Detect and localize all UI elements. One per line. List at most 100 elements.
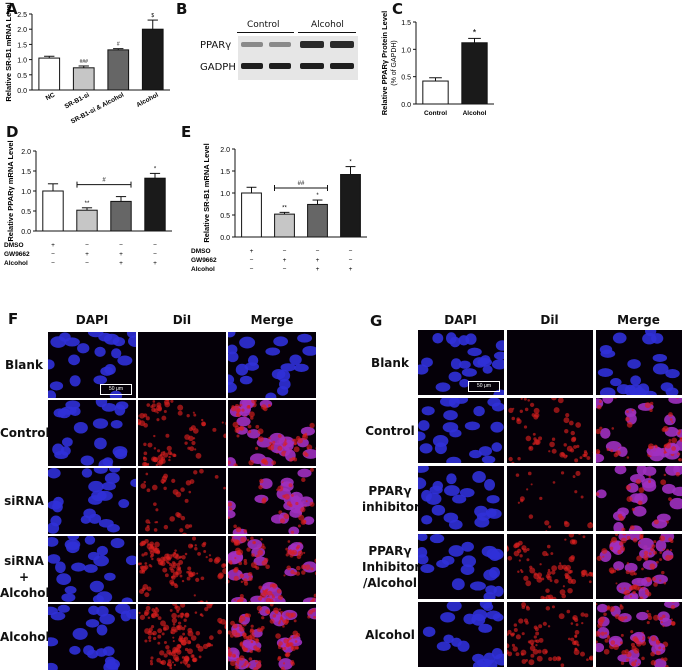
- g-image-dil: [507, 330, 593, 395]
- f-image-merge: [228, 604, 316, 670]
- chart-a: 0.0 0.5 1.0 1.5 2.0 2.5 Relative SR-B1 mRNA Le…: [4, 2, 170, 125]
- g-row-label: Control: [362, 423, 418, 439]
- g-row-label: PPARγ Inhibitor/Alcohol: [362, 543, 420, 591]
- f-image-dapi: [48, 332, 136, 398]
- treatment-mark: +: [153, 260, 157, 267]
- treatment-mark: −: [283, 266, 287, 273]
- treatment-mark: −: [153, 242, 157, 249]
- y-tick-label: 1.0: [220, 191, 230, 198]
- y-axis-subtitle: (% of GAPDH): [391, 40, 398, 86]
- f-image-merge: [228, 468, 316, 534]
- y-tick-label: 2.0: [17, 27, 27, 34]
- significance-label: **: [85, 201, 90, 207]
- significance-label: *: [154, 166, 157, 172]
- x-tick-label: Control: [424, 110, 447, 117]
- y-tick-label: 2.5: [17, 12, 27, 19]
- blot-bracket-control: [237, 32, 294, 33]
- g-row-label-line: PPARγ: [368, 483, 412, 498]
- chart-d: 0.0 0.5 1.0 1.5 2.0 Relative PPARγ mRNA Level…: [4, 140, 172, 267]
- y-tick-label: 1.5: [220, 169, 230, 176]
- western-blot-image: [238, 36, 358, 80]
- bar: [107, 49, 130, 91]
- g-col-merge: Merge: [617, 313, 660, 327]
- f-row-label-line: siRNA +: [4, 554, 44, 584]
- fluorescence-micrograph: [48, 400, 136, 466]
- fluorescence-micrograph: [596, 602, 682, 667]
- significance-label: **: [282, 205, 287, 211]
- y-tick-label: 0.0: [220, 235, 230, 242]
- treatment-mark: −: [119, 242, 123, 249]
- treatment-mark: −: [349, 257, 353, 264]
- y-tick-label: 0.0: [21, 229, 31, 236]
- g-image-dapi: [418, 330, 504, 395]
- g-row-label: Alcohol: [362, 627, 418, 643]
- g-image-dapi: [418, 466, 504, 531]
- f-image-dapi: [48, 400, 136, 466]
- bracket-significance-label: #: [102, 178, 106, 184]
- bar: [307, 203, 328, 238]
- fluorescence-micrograph: [138, 400, 226, 466]
- fluorescence-micrograph: [596, 330, 682, 395]
- g-row-label-line: inhibitor: [362, 499, 420, 514]
- fluorescence-micrograph: [228, 536, 316, 602]
- fluorescence-micrograph: [228, 400, 316, 466]
- f-image-dil: [138, 400, 226, 466]
- g-image-dil: [507, 398, 593, 463]
- fluorescence-micrograph: [418, 534, 504, 599]
- y-tick-label: 1.5: [17, 42, 27, 49]
- blot-bracket-alcohol: [298, 32, 356, 33]
- g-image-merge: [596, 330, 682, 395]
- f-row-label-line: Alcohol: [0, 586, 50, 600]
- g-image-dapi: [418, 534, 504, 599]
- f-image-dil: [138, 536, 226, 602]
- fluorescence-micrograph: [138, 536, 226, 602]
- f-row-label-line: Blank: [5, 358, 43, 372]
- f-row-label-line: Control: [0, 426, 50, 440]
- y-tick-label: 0.0: [401, 102, 411, 109]
- significance-label: ###: [80, 59, 89, 65]
- fluorescence-micrograph: [228, 468, 316, 534]
- treatment-mark: −: [85, 260, 89, 267]
- g-image-merge: [596, 398, 682, 463]
- treatment-mark: +: [316, 266, 320, 273]
- treatment-mark: −: [283, 248, 287, 255]
- panel-label-d: D: [6, 123, 19, 141]
- bar: [76, 209, 98, 232]
- g-row-label: PPARγ inhibitor: [362, 483, 420, 515]
- y-tick-label: 2.0: [21, 149, 31, 156]
- y-tick-label: 0.5: [17, 73, 27, 80]
- treatment-mark: +: [250, 248, 254, 255]
- treatment-name: Alcohol: [191, 266, 215, 273]
- scale-bar: 50 μm: [100, 384, 132, 395]
- y-axis-title: Relative SR-B1 mRNA Level: [202, 143, 211, 242]
- fluorescence-micrograph: [418, 466, 504, 531]
- chart-e: 0.0 0.5 1.0 1.5 2.0 Relative SR-B1 mRNA Level…: [191, 143, 367, 273]
- y-tick-label: 1.0: [17, 58, 27, 65]
- bar: [461, 42, 488, 105]
- g-row-label-line: Blank: [371, 355, 409, 370]
- treatment-mark: +: [283, 257, 287, 264]
- treatment-mark: +: [85, 251, 89, 258]
- panel-label-b: B: [176, 0, 188, 18]
- bar: [72, 67, 95, 91]
- treatment-name: Alcohol: [4, 260, 28, 267]
- fluorescence-micrograph: [596, 398, 682, 463]
- significance-label: *: [316, 193, 319, 199]
- blot-label-gapdh: GADPH: [200, 62, 236, 73]
- y-axis-title: Relative SR-B1 mRNA Level: [4, 2, 13, 101]
- treatment-mark: −: [51, 251, 55, 258]
- f-image-merge: [228, 400, 316, 466]
- f-col-merge: Merge: [250, 313, 294, 327]
- blot-group-alcohol: Alcohol: [311, 20, 344, 30]
- g-col-dil: Dil: [540, 313, 559, 327]
- treatment-mark: +: [51, 242, 55, 249]
- panel-label-c: C: [392, 0, 404, 18]
- treatment-mark: +: [349, 266, 353, 273]
- fluorescence-micrograph: [138, 468, 226, 534]
- treatment-mark: −: [51, 260, 55, 267]
- blot-group-control: Control: [247, 20, 280, 30]
- fluorescence-micrograph: [596, 466, 682, 531]
- g-image-merge: [596, 466, 682, 531]
- treatment-mark: +: [316, 257, 320, 264]
- f-image-dil: [138, 468, 226, 534]
